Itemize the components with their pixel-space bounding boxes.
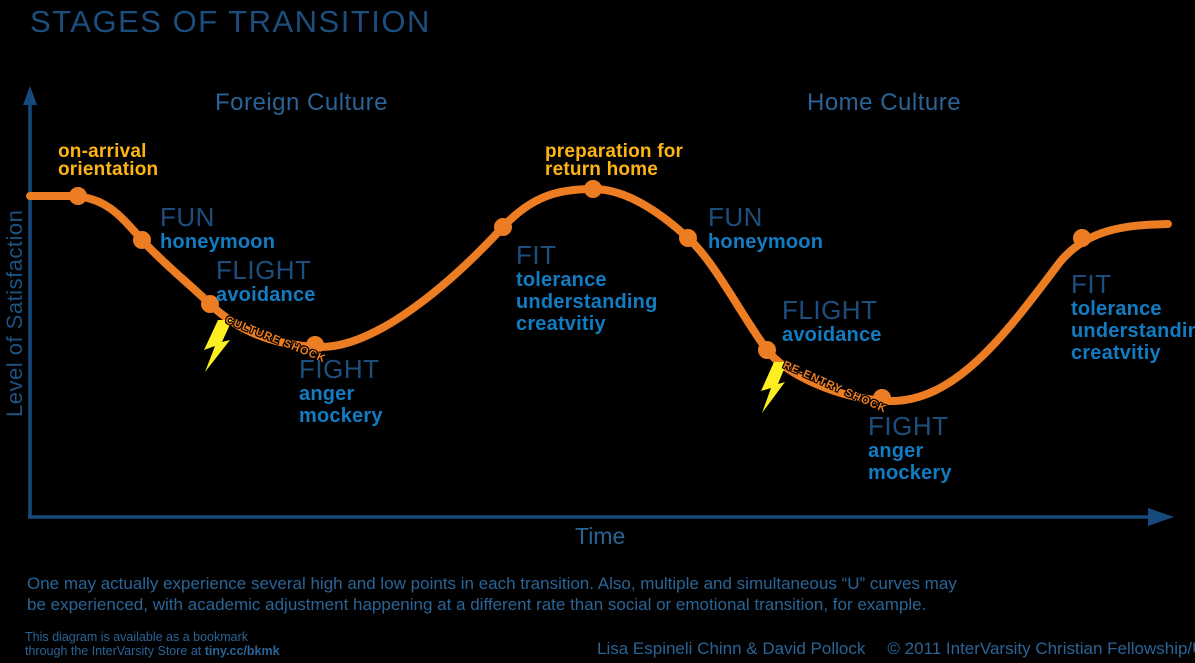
preparation-line2: return home — [545, 159, 659, 180]
page-title: STAGES OF TRANSITION — [30, 4, 431, 39]
stage-fun-home-sub: honeymoon — [708, 231, 824, 253]
stage-flight-foreign: FLIGHT avoidance — [216, 257, 316, 305]
stage-fight-foreign-sub1: anger — [299, 383, 355, 405]
stage-fit-foreign-sub3: creatvitiy — [516, 313, 606, 335]
curve-point-fun-home — [679, 229, 697, 247]
preparation-label: preparation for return home — [545, 141, 684, 180]
credit-authors: Lisa Espineli Chinn & David Pollock — [597, 639, 866, 658]
stage-fun-foreign: FUN honeymoon — [160, 204, 275, 252]
stage-fit-home-sub3: creatvitiy — [1071, 342, 1161, 364]
on-arrival-line2: orientation — [58, 159, 159, 180]
footer-note-line1: One may actually experience several high… — [27, 574, 957, 593]
stage-fight-foreign: FIGHT anger mockery — [299, 356, 383, 426]
stage-flight-foreign-sub: avoidance — [216, 284, 316, 306]
bookmark-note: This diagram is available as a bookmark … — [25, 630, 280, 659]
x-axis-arrow-icon — [1148, 508, 1174, 526]
stage-fight-foreign-title: FIGHT — [299, 354, 380, 384]
on-arrival-line1: on-arrival — [58, 141, 147, 162]
home-culture-label: Home Culture — [807, 89, 962, 116]
stage-fight-home-sub1: anger — [868, 440, 924, 462]
curve-point-flight-home — [758, 341, 776, 359]
stage-flight-home-title: FLIGHT — [782, 295, 878, 325]
curve-point-fight-home — [873, 389, 891, 407]
credit-line: Lisa Espineli Chinn & David Pollock © 20… — [597, 639, 1195, 659]
footer-note-line2: be experienced, with academic adjustment… — [27, 595, 927, 614]
stage-flight-home-sub: avoidance — [782, 324, 882, 346]
stage-fit-home-title: FIT — [1071, 269, 1112, 299]
stage-fit-home: FIT tolerance understanding creatvitiy — [1071, 271, 1195, 363]
stage-fit-foreign: FIT tolerance understanding creatvitiy — [516, 242, 658, 334]
stage-fit-foreign-sub2: understanding — [516, 291, 658, 313]
stage-fun-home: FUN honeymoon — [708, 204, 823, 252]
lightning-bolt-icon — [204, 320, 232, 372]
stage-flight-home: FLIGHT avoidance — [782, 297, 882, 345]
on-arrival-label: on-arrival orientation — [58, 141, 159, 180]
curve-point-fun-foreign — [133, 231, 151, 249]
bookmark-store-url: tiny.cc/bkmk — [204, 643, 280, 658]
curve-point-fit-home — [1073, 229, 1091, 247]
curve-point-fit-foreign — [494, 218, 512, 236]
stage-fight-home-title: FIGHT — [868, 411, 949, 441]
stage-fun-foreign-sub: honeymoon — [160, 231, 276, 253]
foreign-culture-label: Foreign Culture — [215, 89, 388, 116]
bookmark-note-line2-text: through the InterVarsity Store at — [25, 643, 205, 658]
stage-fit-home-sub2: understanding — [1071, 320, 1195, 342]
stage-fight-foreign-sub2: mockery — [299, 405, 383, 427]
stage-fit-foreign-sub1: tolerance — [516, 269, 607, 291]
bookmark-note-line2: through the InterVarsity Store at tiny.c… — [25, 643, 280, 659]
stage-fight-home-sub2: mockery — [868, 462, 952, 484]
curve-point-fight-foreign — [306, 336, 324, 354]
stage-fun-home-title: FUN — [708, 202, 763, 232]
preparation-line1: preparation for — [545, 141, 684, 162]
stage-fit-home-sub1: tolerance — [1071, 298, 1162, 320]
stage-fight-home: FIGHT anger mockery — [868, 413, 952, 483]
stage-flight-foreign-title: FLIGHT — [216, 255, 312, 285]
stage-fit-foreign-title: FIT — [516, 240, 557, 270]
curve-point-preparation — [584, 180, 602, 198]
lightning-bolt-icon — [761, 362, 787, 413]
y-axis-arrow-icon — [23, 86, 37, 105]
curve-point-on-arrival — [69, 187, 87, 205]
curve-point-flight-foreign — [201, 295, 219, 313]
footer-note: One may actually experience several high… — [27, 573, 957, 615]
credit-copyright: © 2011 InterVarsity Christian Fellowship… — [887, 639, 1195, 658]
stage-fun-foreign-title: FUN — [160, 202, 215, 232]
bookmark-note-line1: This diagram is available as a bookmark — [25, 630, 249, 644]
x-axis-label: Time — [575, 523, 626, 549]
